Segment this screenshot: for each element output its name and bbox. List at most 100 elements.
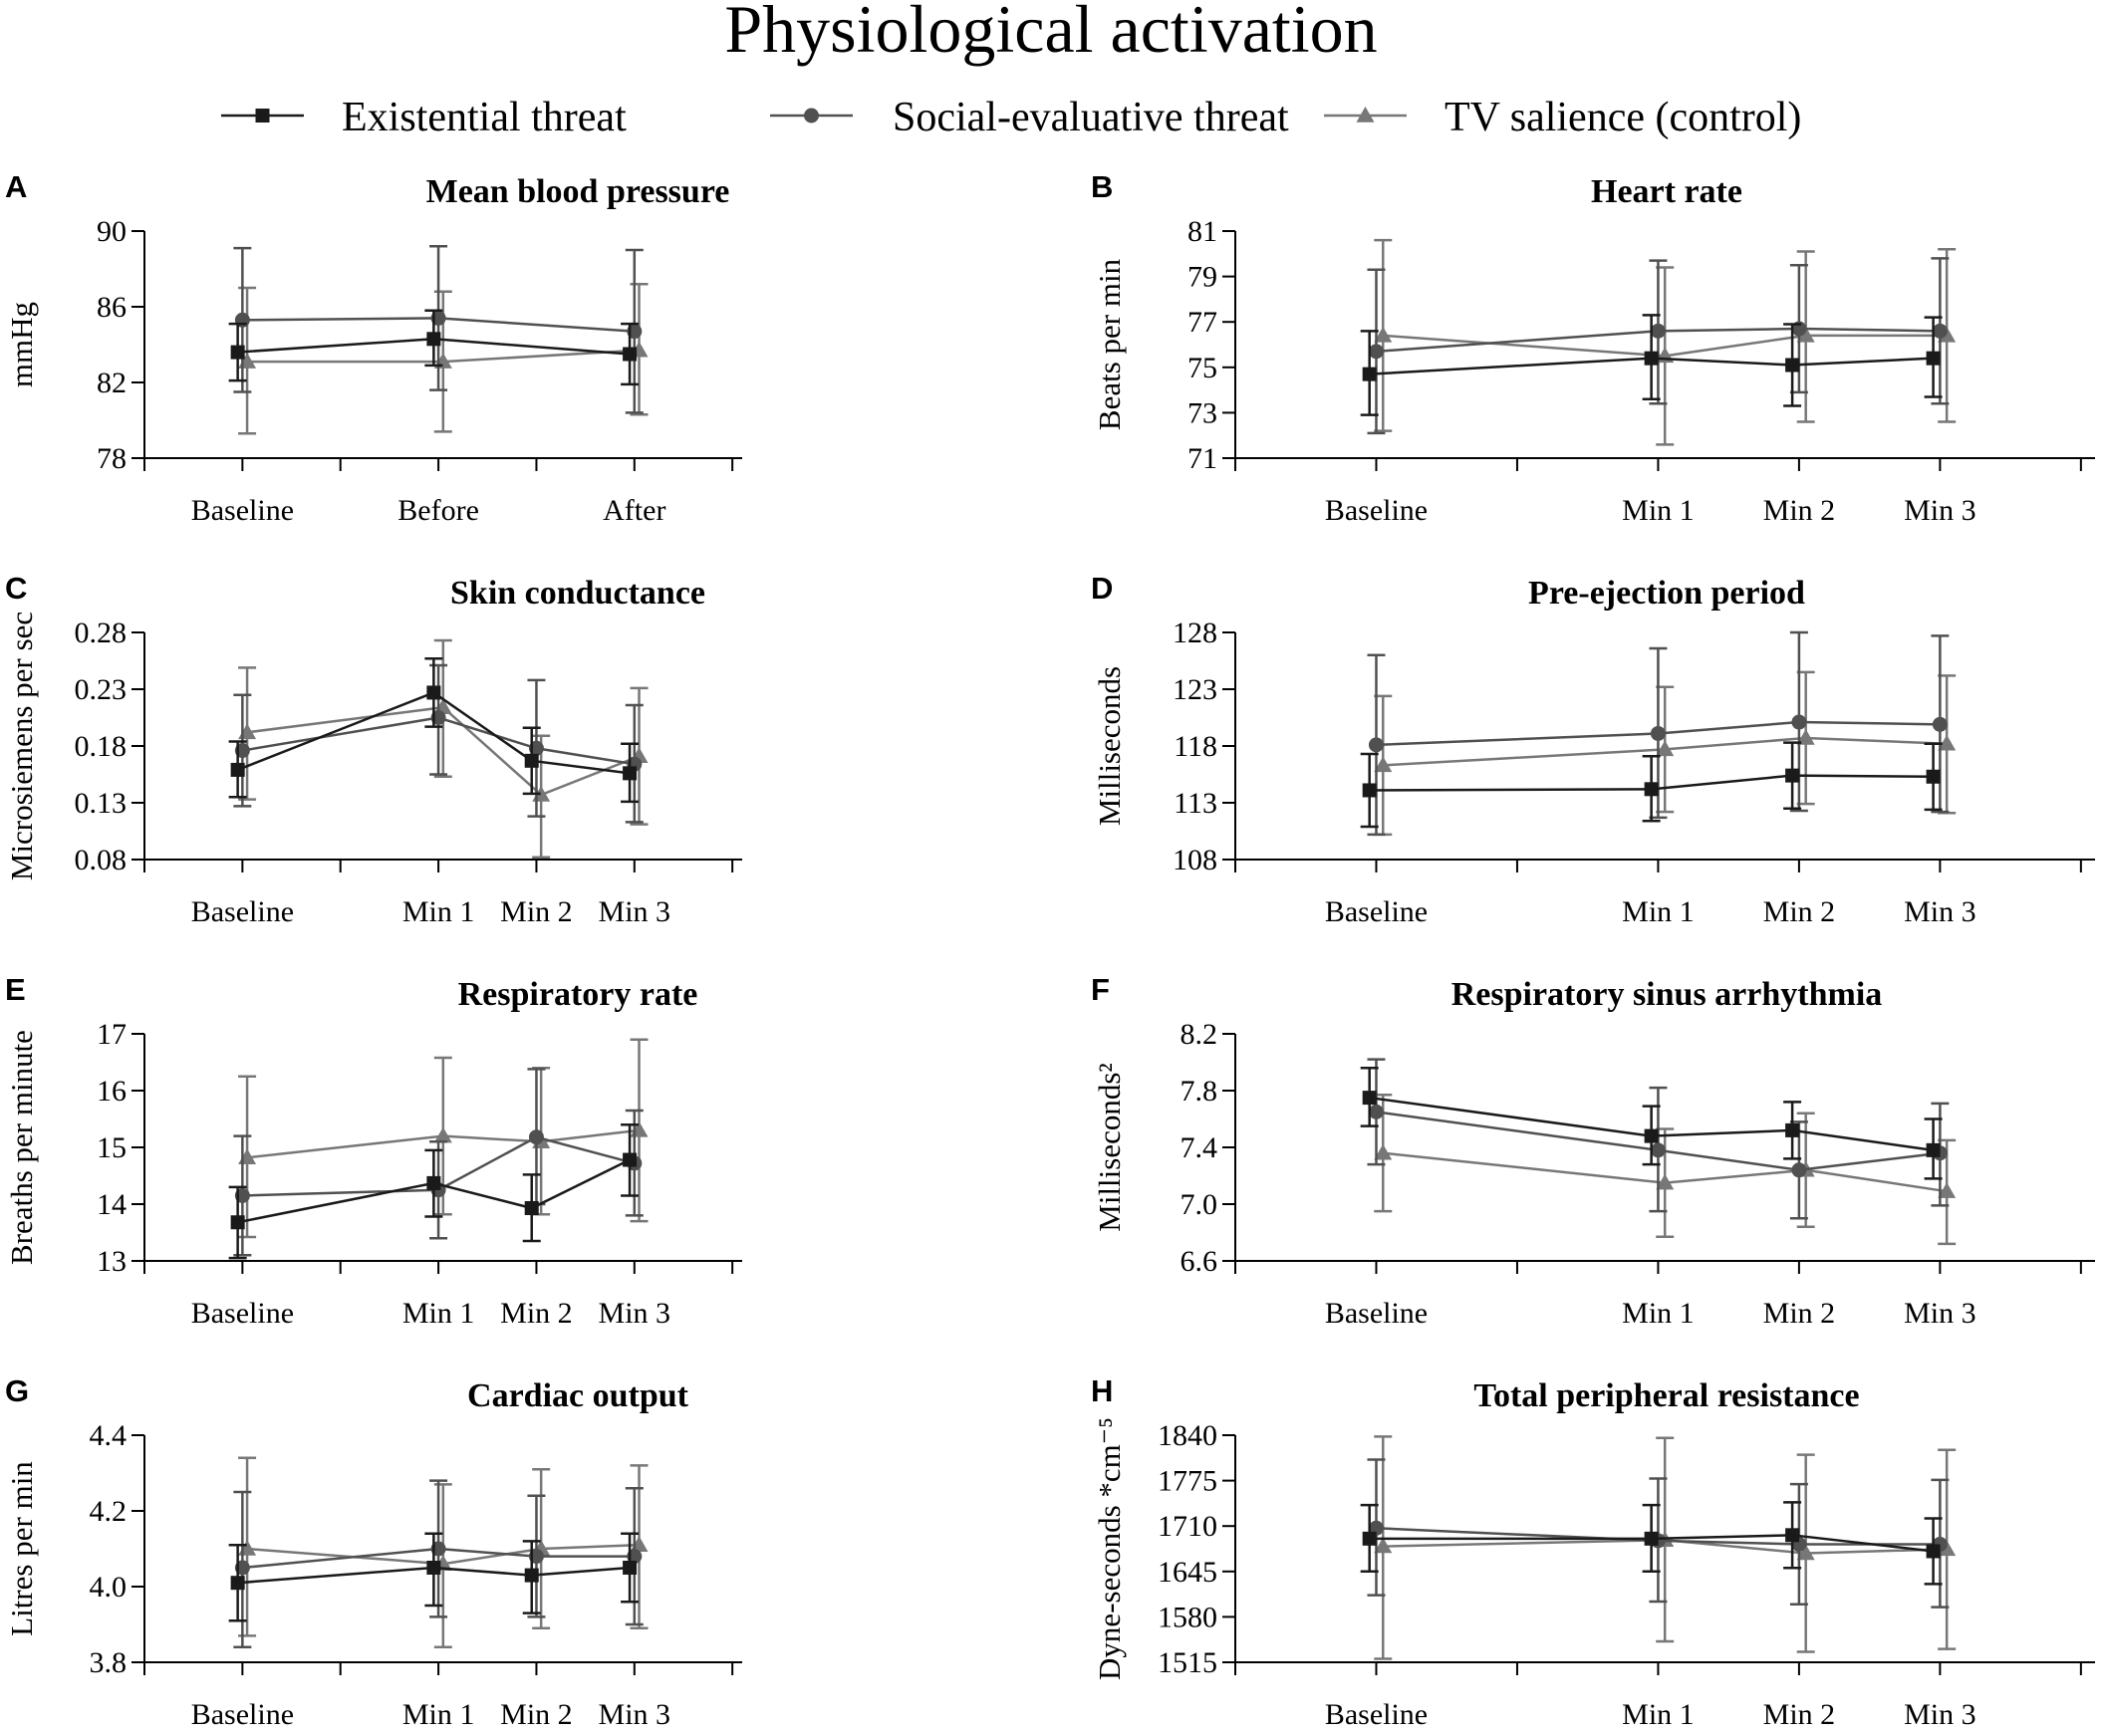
- panel-D: D Pre-ejection period 108 113 118 123 128 Milli…: [1091, 571, 2095, 928]
- x-tick-label: Min 1: [1622, 494, 1695, 527]
- y-tick-label: 86: [97, 291, 127, 324]
- y-tick-label: 1580: [1158, 1601, 1217, 1633]
- data-point: [1926, 1142, 1941, 1157]
- x-tick-label: Min 1: [402, 895, 475, 928]
- panel-title: Cardiac output: [467, 1377, 689, 1414]
- panel-G: G Cardiac output 3.8 4.0 4.2 4.4 Litres per mi…: [4, 1373, 742, 1731]
- data-point: [230, 762, 245, 777]
- series-existential-threat: [228, 309, 640, 386]
- x-tick-label: Baseline: [191, 1698, 294, 1731]
- data-point: [1785, 358, 1800, 372]
- x-tick-label: Baseline: [191, 895, 294, 928]
- y-tick-label: 0.28: [75, 617, 128, 649]
- data-point: [238, 1540, 257, 1556]
- data-point: [1368, 737, 1384, 753]
- series-line: [1369, 357, 1934, 375]
- panel-letter: G: [5, 1373, 29, 1408]
- series-line: [246, 705, 640, 797]
- series-line: [246, 1128, 640, 1159]
- y-tick-label: 14: [97, 1188, 127, 1221]
- x-tick-label: Min 3: [1904, 1698, 1976, 1731]
- legend-marker-triangle: [1356, 107, 1375, 123]
- x-tick-label: Baseline: [1325, 895, 1428, 928]
- series-tv-salience-control: [238, 638, 649, 859]
- panel-title: Skin conductance: [450, 575, 705, 612]
- x-tick-label: Baseline: [191, 1297, 294, 1330]
- data-point: [623, 1561, 638, 1575]
- y-tick-label: 71: [1187, 442, 1217, 475]
- y-tick-label: 15: [97, 1131, 127, 1164]
- y-tick-label: 17: [97, 1018, 127, 1051]
- legend-marker-circle: [804, 108, 819, 124]
- data-point: [1932, 716, 1948, 732]
- data-point: [1791, 714, 1807, 730]
- y-axis-label: Beats per min: [1092, 258, 1127, 430]
- series-existential-threat: [228, 1532, 640, 1622]
- panel-title: Pre-ejection period: [1528, 575, 1805, 612]
- data-point: [433, 1126, 452, 1143]
- data-point: [1656, 740, 1675, 757]
- data-point: [1938, 1540, 1957, 1557]
- data-point: [1374, 1143, 1393, 1160]
- series-line: [246, 1543, 640, 1566]
- y-tick-label: 1710: [1158, 1510, 1217, 1543]
- legend-item-tv-salience-control: TV salience (control): [1324, 95, 1801, 140]
- y-tick-label: 128: [1173, 617, 1217, 649]
- y-axis-label: Breaths per minute: [4, 1030, 39, 1265]
- series-tv-salience-control: [238, 1038, 649, 1239]
- x-tick-label: Min 2: [1763, 1297, 1836, 1330]
- panel-title: Respiratory rate: [458, 976, 698, 1013]
- data-point: [1368, 1104, 1384, 1119]
- series-social-evaluative-threat: [233, 1068, 644, 1257]
- x-tick-label: Min 3: [599, 1297, 671, 1330]
- legend-marker-square: [255, 109, 270, 123]
- y-axis-label: mmHg: [4, 302, 39, 387]
- y-tick-label: 1840: [1158, 1419, 1217, 1452]
- y-tick-label: 1515: [1158, 1646, 1217, 1679]
- series-line: [242, 1135, 636, 1197]
- legend-item-existential-threat: Existential threat: [221, 95, 627, 140]
- panel-letter: F: [1091, 972, 1110, 1007]
- series-social-evaluative-threat: [1367, 630, 1950, 837]
- y-tick-label: 1645: [1158, 1556, 1217, 1589]
- series-existential-threat: [228, 1122, 640, 1260]
- x-tick-label: Baseline: [1325, 1297, 1428, 1330]
- data-point: [1785, 1528, 1800, 1543]
- y-tick-label: 16: [97, 1075, 127, 1108]
- data-point: [1796, 729, 1815, 745]
- series-existential-threat: [1360, 314, 1943, 416]
- series-social-evaluative-threat: [1367, 257, 1950, 435]
- y-tick-label: 7.0: [1181, 1188, 1218, 1221]
- legend-label: TV salience (control): [1445, 95, 1801, 140]
- data-point: [1656, 1173, 1675, 1190]
- panel-C: C Skin conductance 0.08 0.13 0.18 0.23 0.28 Mic…: [4, 571, 742, 928]
- y-tick-label: 4.0: [90, 1571, 128, 1604]
- series-line: [242, 716, 636, 766]
- data-point: [1362, 1531, 1377, 1546]
- y-tick-label: 6.6: [1181, 1245, 1218, 1278]
- series-line: [1369, 774, 1934, 792]
- data-point: [1374, 756, 1393, 773]
- panels: A Mean blood pressure 78 82 86 90 mmHg Baseline…: [4, 169, 2095, 1731]
- x-tick-label: Min 2: [500, 1297, 573, 1330]
- x-tick-label: Min 1: [1622, 1297, 1695, 1330]
- series-tv-salience-control: [238, 282, 649, 435]
- data-point: [230, 1215, 245, 1230]
- series-tv-salience-control: [1374, 670, 1957, 837]
- y-tick-label: 8.2: [1181, 1018, 1218, 1051]
- data-point: [1926, 1544, 1941, 1559]
- y-tick-label: 75: [1187, 352, 1217, 384]
- data-point: [1796, 326, 1815, 343]
- data-point: [1926, 769, 1941, 784]
- y-tick-label: 113: [1174, 787, 1217, 820]
- x-tick-label: Min 2: [1763, 494, 1836, 527]
- x-tick-label: Min 2: [1763, 895, 1836, 928]
- panel-title: Heart rate: [1591, 173, 1742, 210]
- y-axis-label: Dyne-seconds *cm⁻⁵: [1092, 1417, 1127, 1680]
- data-point: [1368, 344, 1384, 360]
- series-line: [237, 1158, 631, 1224]
- data-point: [1644, 1128, 1659, 1143]
- series-existential-threat: [1360, 741, 1943, 829]
- x-tick-label: Min 2: [500, 895, 573, 928]
- data-point: [1650, 323, 1666, 339]
